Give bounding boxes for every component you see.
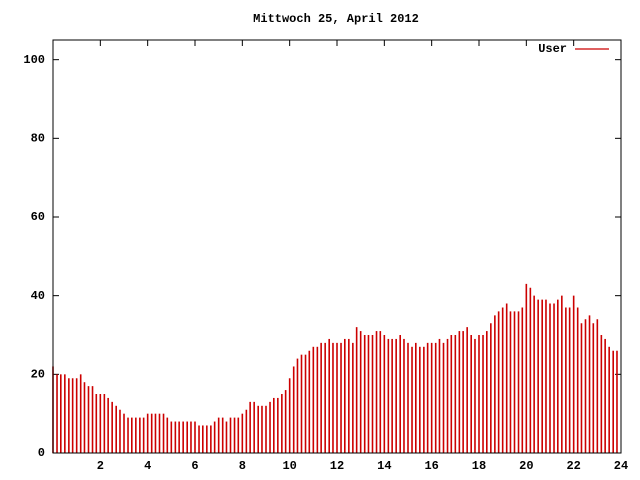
- x-tick-label: 22: [566, 459, 580, 473]
- plot-frame: [52, 39, 622, 454]
- y-tick-label: 40: [31, 289, 45, 303]
- x-tick-label: 18: [472, 459, 486, 473]
- chart-title: Mittwoch 25, April 2012: [253, 12, 419, 26]
- x-tick-label: 20: [519, 459, 533, 473]
- y-tick-label: 80: [31, 132, 45, 146]
- y-tick-label: 100: [23, 53, 45, 67]
- legend-label: User: [538, 42, 567, 56]
- x-tick-label: 12: [330, 459, 344, 473]
- x-tick-label: 8: [239, 459, 246, 473]
- x-tick-label: 16: [424, 459, 438, 473]
- x-tick-label: 10: [282, 459, 296, 473]
- y-tick-label: 0: [38, 446, 45, 460]
- y-tick-label: 20: [31, 368, 45, 382]
- x-tick-label: 4: [144, 459, 151, 473]
- x-tick-label: 24: [614, 459, 628, 473]
- x-tick-label: 6: [191, 459, 198, 473]
- x-tick-label: 2: [97, 459, 104, 473]
- y-tick-label: 60: [31, 210, 45, 224]
- x-tick-label: 14: [377, 459, 391, 473]
